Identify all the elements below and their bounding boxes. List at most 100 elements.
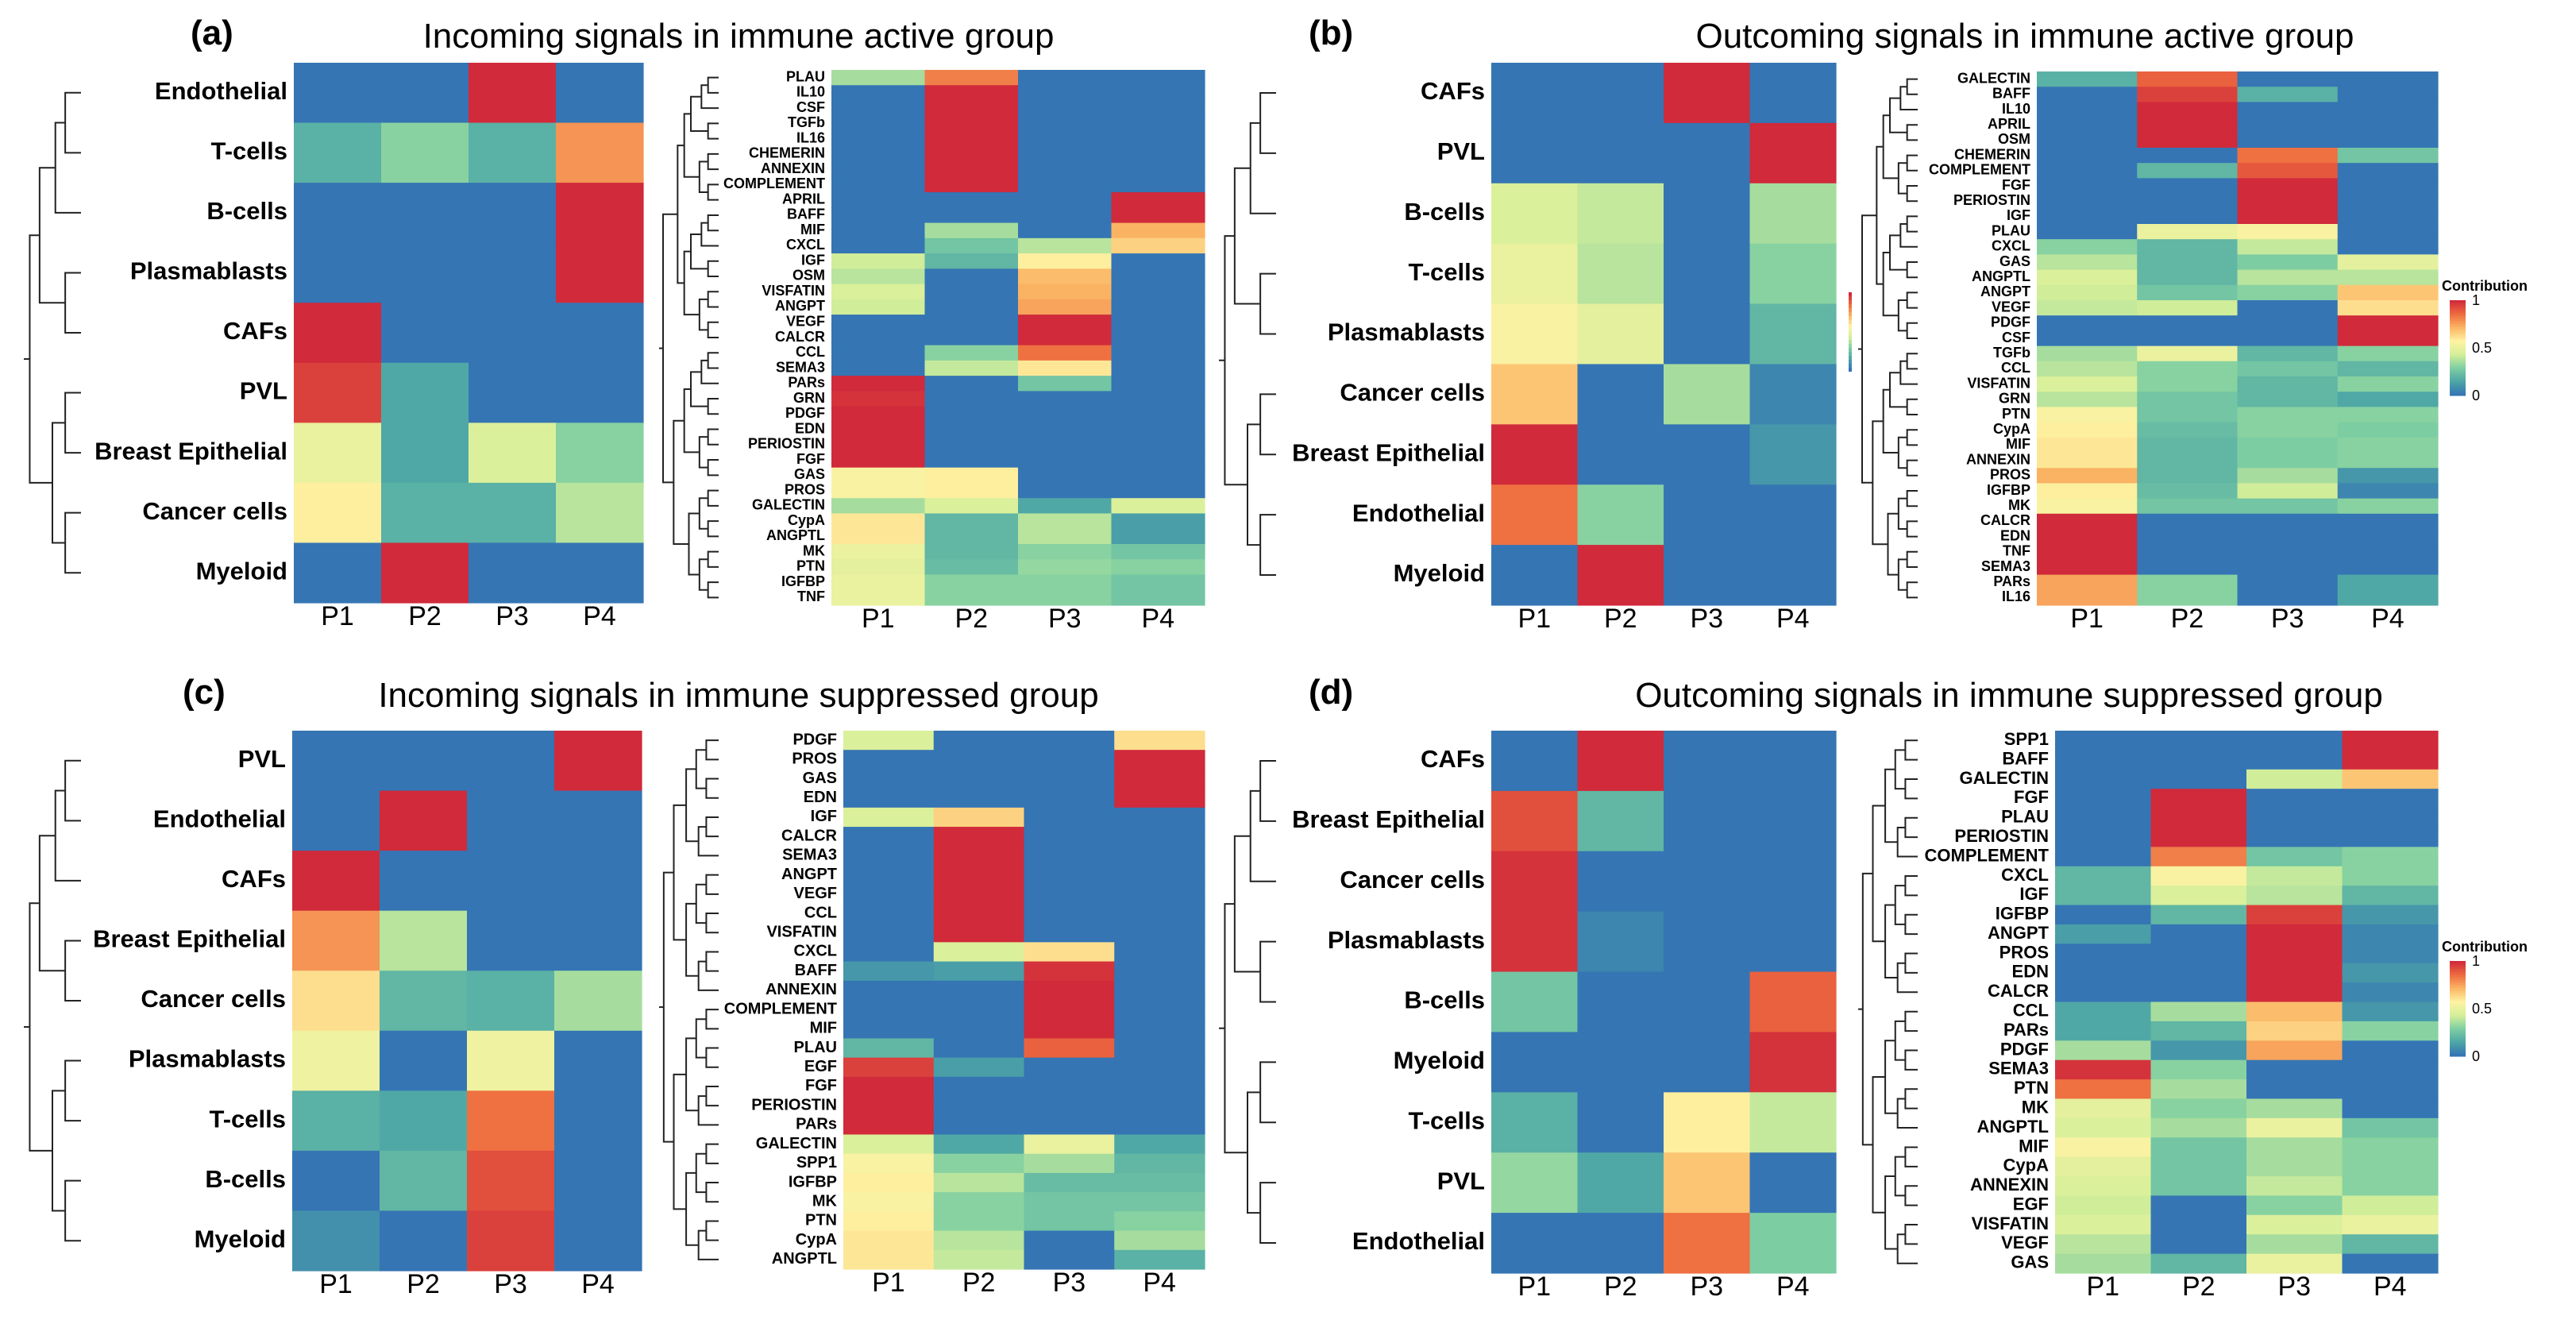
celltype-cell xyxy=(467,790,555,851)
pathway-cell xyxy=(2237,376,2339,392)
celltype-column-label: P3 xyxy=(496,601,529,631)
pathway-cell xyxy=(2337,148,2439,164)
pathway-dendrogram-branch xyxy=(1894,1020,1906,1061)
celltype-dendrogram-branch xyxy=(1259,940,1276,1003)
celltype-cell xyxy=(292,731,380,792)
pathway-cell xyxy=(2055,1176,2152,1197)
pathway-cell xyxy=(2137,117,2239,133)
pathway-cell xyxy=(2337,71,2439,87)
pathway-row-label: CXCL xyxy=(2001,865,2049,885)
pathway-cell xyxy=(2137,284,2239,301)
celltype-cell xyxy=(1577,364,1664,425)
pathway-cell xyxy=(831,528,926,545)
pathway-cell xyxy=(933,1057,1025,1078)
pathway-cell xyxy=(2246,1021,2343,1041)
pathway-cell xyxy=(2342,1253,2439,1274)
pathway-cell xyxy=(2137,544,2239,560)
pathway-cell xyxy=(1018,559,1113,576)
pathway-cell xyxy=(933,1172,1025,1193)
pathway-row-label: PARs xyxy=(2003,1020,2049,1040)
pathway-cell xyxy=(2237,300,2339,316)
pathway-cell xyxy=(2342,1137,2439,1158)
celltype-cell xyxy=(380,1030,468,1091)
celltype-cell xyxy=(1664,364,1751,425)
pathway-row-label: ANGPTL xyxy=(772,1250,837,1268)
celltype-dendrogram-branch xyxy=(64,1179,81,1242)
pathway-cell xyxy=(1111,315,1205,330)
celltype-cell xyxy=(1577,851,1664,913)
celltype-cell xyxy=(1749,484,1837,546)
pathway-cell xyxy=(1018,315,1113,330)
pathway-cell xyxy=(924,315,1019,330)
pathway-cell xyxy=(1114,923,1205,943)
pathway-row-label: CALCR xyxy=(775,329,825,345)
pathway-cell xyxy=(2055,847,2152,867)
pathway-cell xyxy=(831,315,926,330)
pathway-cell xyxy=(1024,923,1115,943)
pathway-dendrogram-branch xyxy=(1904,778,1918,800)
legend-color-step xyxy=(2450,316,2466,318)
celltype-cell xyxy=(1749,1032,1837,1093)
pathway-cell xyxy=(2150,827,2247,847)
pathway-dendrogram-branch xyxy=(1896,962,1918,994)
pathway-cell xyxy=(1018,360,1113,376)
celltype-cell xyxy=(1664,122,1751,184)
celltype-cell xyxy=(554,1090,642,1152)
pathway-cell xyxy=(1114,1134,1205,1155)
celltype-dendrogram-branch xyxy=(54,122,81,214)
pathway-cell xyxy=(2237,544,2339,560)
pathway-cell xyxy=(1111,207,1205,224)
pathway-row-label: FGF xyxy=(2002,177,2030,193)
pathway-cell xyxy=(2337,117,2439,133)
legend-color-step xyxy=(2450,1012,2466,1014)
celltype-dendrogram-branch xyxy=(52,422,66,544)
pathway-cell xyxy=(831,360,926,376)
pathway-cell xyxy=(831,437,926,453)
celltype-dendrogram-branch xyxy=(64,91,81,154)
celltype-row-label: Myeloid xyxy=(1394,1047,1485,1075)
pathway-cell xyxy=(2055,789,2152,809)
pathway-row-label: PARs xyxy=(796,1116,837,1133)
legend-color-step xyxy=(2450,982,2466,984)
pathway-cell xyxy=(2137,87,2239,102)
legend-color-step xyxy=(2450,348,2466,350)
pathway-dendrogram-branch xyxy=(705,816,719,838)
legend-color-step xyxy=(2450,1031,2466,1033)
celltype-dendrogram-branch xyxy=(52,1090,66,1212)
pathway-cell xyxy=(924,85,1019,102)
legend-color-step xyxy=(2450,1028,2466,1030)
pathway-column-label: P1 xyxy=(2086,1272,2119,1302)
pathway-column-label: P3 xyxy=(1053,1268,1086,1298)
celltype-cell xyxy=(381,63,469,124)
pathway-cell xyxy=(2150,1021,2247,1041)
celltype-cell xyxy=(380,1210,468,1272)
pathway-cell xyxy=(2342,1176,2439,1197)
pathway-cell xyxy=(1114,788,1205,809)
legend-color-step xyxy=(2450,974,2466,976)
pathway-cell xyxy=(2246,905,2343,925)
pathway-cell xyxy=(831,70,926,86)
pathway-dendrogram-branch xyxy=(698,160,708,194)
pathway-cell xyxy=(924,574,1019,591)
pathway-cell xyxy=(1024,1057,1115,1078)
pathway-dendrogram-branch xyxy=(677,145,684,284)
pathway-cell xyxy=(1114,846,1205,866)
pathway-column-label: P4 xyxy=(2374,1272,2407,1302)
pathway-cell xyxy=(2237,117,2339,133)
pathway-dendrogram-branch xyxy=(707,291,719,308)
pathway-cell xyxy=(924,391,1019,407)
legend-color-step xyxy=(2450,983,2466,986)
legend-color-step xyxy=(2450,388,2466,390)
pathway-dendrogram-branch xyxy=(1882,252,1899,317)
celltype-cell xyxy=(1664,545,1751,606)
pathway-cell xyxy=(2237,148,2339,164)
pathway-dendrogram-branch xyxy=(697,1095,719,1126)
pathway-row-label: COMPLEMENT xyxy=(724,1000,837,1017)
pathway-row-label: IGFBP xyxy=(789,1173,837,1191)
pathway-dendrogram-branch xyxy=(1906,78,1918,95)
celltype-cell xyxy=(292,1150,380,1212)
pathway-cell xyxy=(843,1115,935,1136)
legend-color-step xyxy=(2450,991,2466,994)
celltype-dendrogram-branch xyxy=(1259,393,1276,456)
legend-color-step xyxy=(2450,1042,2466,1044)
